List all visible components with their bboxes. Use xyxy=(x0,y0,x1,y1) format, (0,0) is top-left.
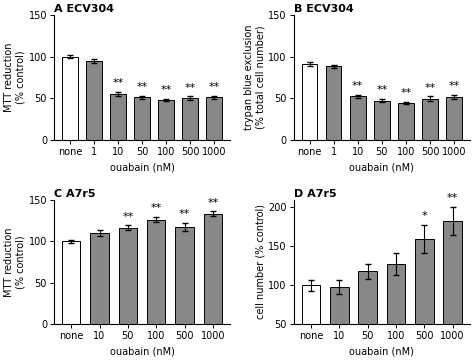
Bar xyxy=(330,287,348,361)
Bar xyxy=(415,239,434,361)
Bar xyxy=(204,214,222,324)
Bar xyxy=(110,94,126,140)
X-axis label: ouabain (nM): ouabain (nM) xyxy=(109,347,174,357)
Bar xyxy=(302,285,320,361)
Bar xyxy=(147,219,165,324)
Bar xyxy=(118,228,137,324)
Y-axis label: cell number (% control): cell number (% control) xyxy=(255,204,265,319)
Text: **: ** xyxy=(161,85,172,95)
Bar xyxy=(86,61,102,140)
Bar xyxy=(446,97,462,140)
Text: **: ** xyxy=(184,83,196,93)
Bar xyxy=(182,98,198,140)
Text: **: ** xyxy=(112,78,124,88)
Bar xyxy=(158,100,174,140)
Bar xyxy=(206,97,222,140)
X-axis label: ouabain (nM): ouabain (nM) xyxy=(109,162,174,172)
Text: **: ** xyxy=(209,82,220,92)
Text: **: ** xyxy=(122,212,134,222)
Bar xyxy=(358,271,377,361)
Text: **: ** xyxy=(352,81,364,91)
Y-axis label: trypan blue exclusion
(% total cell number): trypan blue exclusion (% total cell numb… xyxy=(244,25,265,130)
X-axis label: ouabain (nM): ouabain (nM) xyxy=(349,347,414,357)
Text: *: * xyxy=(421,211,427,221)
Text: **: ** xyxy=(376,85,387,95)
Bar xyxy=(175,227,194,324)
Bar xyxy=(302,64,318,140)
Text: C A7r5: C A7r5 xyxy=(54,189,95,199)
Bar xyxy=(91,233,109,324)
Bar xyxy=(398,103,414,140)
Bar xyxy=(422,99,438,140)
Text: **: ** xyxy=(179,209,190,219)
Y-axis label: MTT reduction
(% control): MTT reduction (% control) xyxy=(4,43,26,112)
Bar xyxy=(443,221,462,361)
Bar xyxy=(387,264,405,361)
Text: **: ** xyxy=(447,193,458,203)
Text: **: ** xyxy=(207,197,219,208)
Text: **: ** xyxy=(448,82,460,91)
Text: **: ** xyxy=(400,88,411,98)
Y-axis label: MTT reduction
(% control): MTT reduction (% control) xyxy=(4,227,26,297)
Bar xyxy=(350,96,365,140)
Text: B ECV304: B ECV304 xyxy=(294,4,354,14)
X-axis label: ouabain (nM): ouabain (nM) xyxy=(349,162,414,172)
Bar xyxy=(374,101,390,140)
Text: **: ** xyxy=(424,83,436,93)
Bar xyxy=(134,97,150,140)
Bar xyxy=(62,57,78,140)
Text: D A7r5: D A7r5 xyxy=(294,189,337,199)
Text: **: ** xyxy=(151,203,162,213)
Text: **: ** xyxy=(137,82,147,92)
Text: A ECV304: A ECV304 xyxy=(54,4,114,14)
Bar xyxy=(326,66,341,140)
Bar xyxy=(62,241,81,324)
